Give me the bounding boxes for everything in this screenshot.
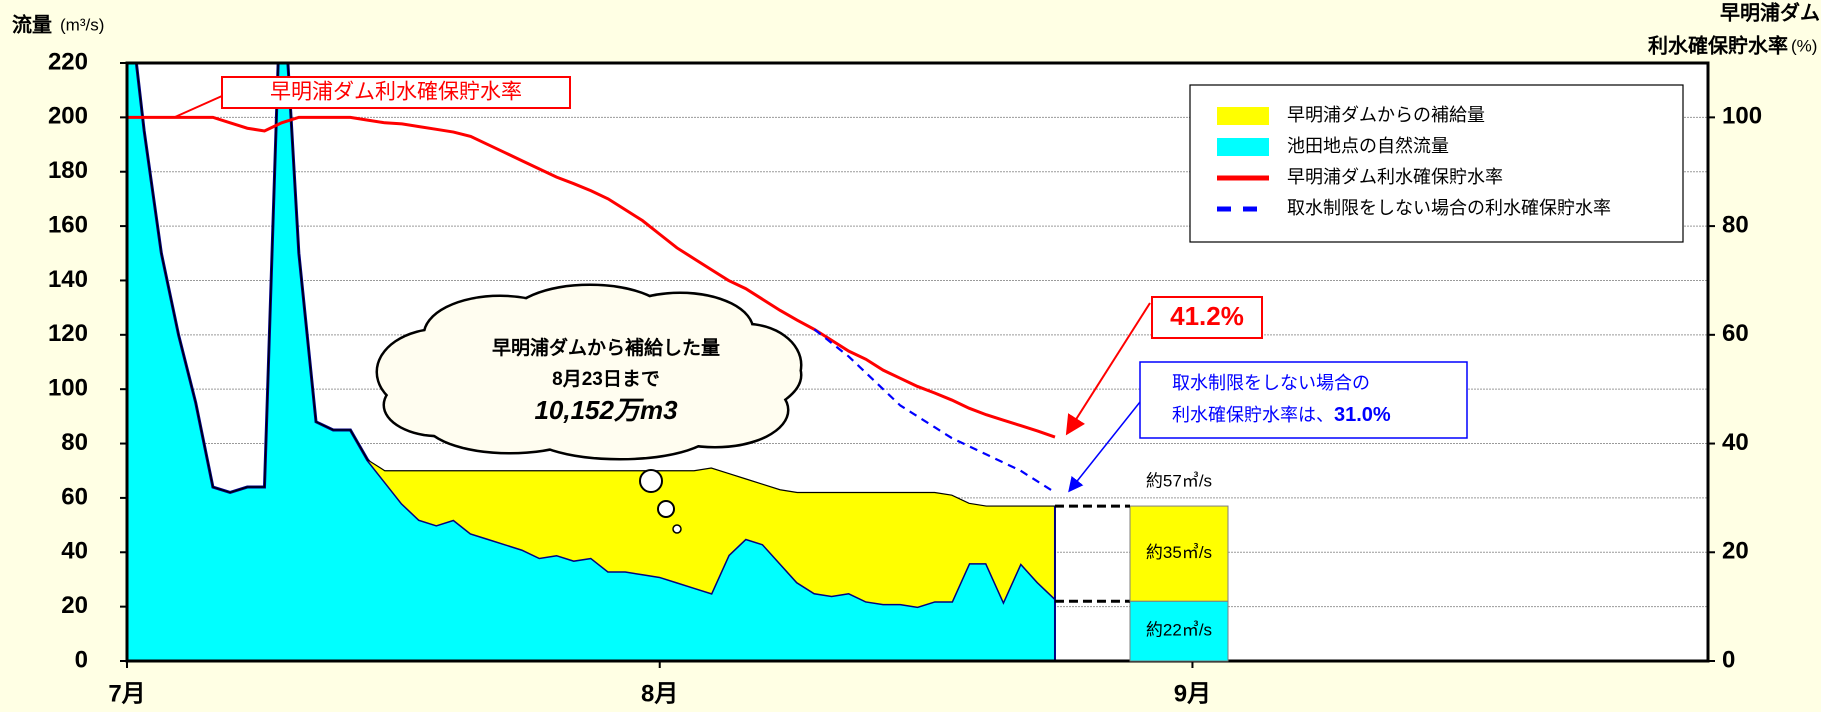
cloud-text: 10,152万m3 (534, 395, 678, 425)
y-tick-label: 180 (48, 157, 88, 184)
y2-tick-label: 20 (1722, 538, 1749, 565)
callout-text: 早明浦ダム利水確保貯水率 (270, 81, 522, 104)
legend-label: 早明浦ダムからの補給量 (1287, 105, 1485, 125)
y-tick-label: 140 (48, 266, 88, 293)
y2-tick-label: 0 (1722, 646, 1735, 673)
cloud-bubble (673, 525, 681, 533)
cloud-text: 8月23日まで (552, 368, 660, 390)
y2-axis-label: 利水確保貯水率 (1648, 33, 1788, 57)
y-tick-label: 20 (61, 592, 88, 619)
y-tick-label: 160 (48, 211, 88, 238)
y2-axis-unit: (%) (1791, 36, 1817, 55)
callout-text: 利水確保貯水率は、31.0% (1172, 404, 1391, 426)
x-tick-label: 9月 (1174, 680, 1211, 707)
y-tick-label: 200 (48, 103, 88, 130)
y-tick-label: 120 (48, 320, 88, 347)
y-tick-label: 0 (75, 646, 88, 673)
y-tick-label: 80 (61, 429, 88, 456)
cloud-bubble (658, 501, 674, 517)
y2-tick-label: 60 (1722, 320, 1749, 347)
summary-label: 約35㎥/s (1146, 543, 1212, 562)
legend-label: 取水制限をしない場合の利水確保貯水率 (1287, 198, 1611, 218)
callout-text: 利水確保貯水率は、 (1172, 405, 1334, 425)
y-tick-label: 100 (48, 375, 88, 402)
summary-label: 約22㎥/s (1146, 621, 1212, 640)
cloud-text: 早明浦ダムから補給した量 (492, 336, 720, 359)
y2-tick-label: 40 (1722, 429, 1749, 456)
y-tick-label: 220 (48, 48, 88, 75)
page: {"chart_data": { "type": "area", "y_labe… (0, 0, 1821, 712)
legend-swatch (1217, 138, 1269, 156)
x-tick-label: 7月 (108, 680, 145, 707)
y-axis-label: 流量 (12, 12, 52, 36)
legend-swatch (1217, 107, 1269, 125)
y-tick-label: 60 (61, 483, 88, 510)
x-tick-label: 8月 (641, 680, 678, 707)
legend-label: 池田地点の自然流量 (1287, 136, 1449, 156)
y2-tick-label: 100 (1722, 103, 1762, 130)
callout-text: 41.2% (1170, 301, 1244, 331)
y-tick-label: 40 (61, 538, 88, 565)
legend-label: 早明浦ダム利水確保貯水率 (1287, 167, 1503, 187)
y2-tick-label: 80 (1722, 211, 1749, 238)
y-axis-unit: (m³/s) (60, 15, 104, 34)
y2-axis-label: 早明浦ダム (1720, 0, 1820, 24)
chart: 0 20 40 60 80 100 120 140 160 180 200 220 0 20 40 60 80 1… (0, 0, 1821, 712)
callout-text: 取水制限をしない場合の (1172, 373, 1370, 393)
summary-total-label: 約57㎥/s (1146, 472, 1212, 491)
callout-value: 31.0% (1334, 404, 1391, 426)
cloud-bubble (640, 470, 662, 492)
